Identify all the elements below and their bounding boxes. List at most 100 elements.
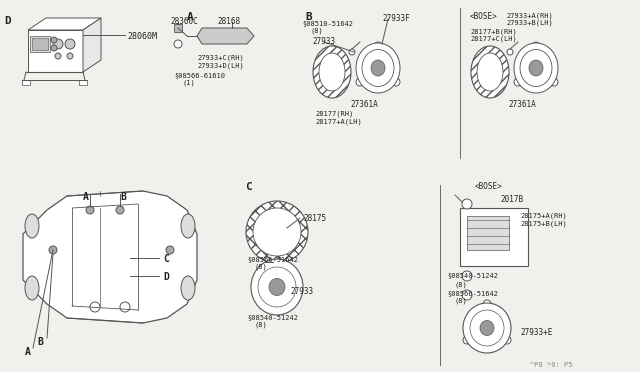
Text: D: D: [163, 272, 169, 282]
Text: B: B: [305, 12, 312, 22]
Text: D: D: [4, 16, 11, 26]
Text: C: C: [245, 182, 252, 192]
Text: (8): (8): [255, 263, 268, 269]
Text: (8): (8): [255, 321, 268, 327]
Ellipse shape: [25, 276, 39, 300]
Text: A: A: [187, 12, 194, 22]
Circle shape: [116, 206, 124, 214]
Circle shape: [550, 78, 558, 86]
Circle shape: [67, 53, 73, 59]
Circle shape: [356, 78, 364, 86]
Text: (8): (8): [455, 297, 468, 304]
Ellipse shape: [258, 267, 296, 307]
Text: 2017B: 2017B: [500, 195, 523, 204]
Text: §08540-51242: §08540-51242: [247, 314, 298, 320]
Ellipse shape: [529, 60, 543, 76]
Bar: [22, 80, 30, 85]
Text: 27933: 27933: [290, 287, 313, 296]
Text: B: B: [37, 337, 43, 347]
Text: ^P8 *0: P5: ^P8 *0: P5: [530, 362, 573, 368]
Text: 27933+D(LH): 27933+D(LH): [197, 62, 244, 68]
Text: 28177+A(LH): 28177+A(LH): [315, 118, 362, 125]
Circle shape: [53, 39, 63, 49]
Circle shape: [462, 290, 472, 300]
Ellipse shape: [520, 49, 552, 87]
Text: (8): (8): [455, 281, 468, 288]
Ellipse shape: [356, 43, 400, 93]
Circle shape: [462, 199, 472, 209]
Circle shape: [174, 40, 182, 48]
Bar: [79, 80, 87, 85]
Circle shape: [166, 246, 174, 254]
Ellipse shape: [181, 276, 195, 300]
Ellipse shape: [251, 259, 303, 315]
Polygon shape: [83, 18, 101, 72]
Ellipse shape: [269, 279, 285, 295]
Text: §08566-51642: §08566-51642: [447, 290, 498, 296]
Ellipse shape: [477, 53, 503, 91]
Text: 27933+A(RH): 27933+A(RH): [506, 12, 553, 19]
Text: <BOSE>: <BOSE>: [475, 182, 503, 191]
Bar: [467, 216, 509, 250]
Text: 27361A: 27361A: [508, 100, 536, 109]
Text: 28168: 28168: [217, 17, 240, 26]
Text: §08510-51642: §08510-51642: [302, 20, 353, 26]
Circle shape: [55, 53, 61, 59]
Ellipse shape: [25, 214, 39, 238]
Circle shape: [374, 42, 382, 50]
Bar: [32, 38, 48, 50]
Circle shape: [49, 246, 57, 254]
Text: 28177(RH): 28177(RH): [315, 110, 353, 116]
Polygon shape: [197, 28, 254, 44]
Text: C: C: [163, 254, 169, 264]
Circle shape: [90, 302, 100, 312]
Bar: [460, 208, 528, 266]
Text: 28175+B(LH): 28175+B(LH): [520, 220, 567, 227]
Text: 27933+C(RH): 27933+C(RH): [197, 54, 244, 61]
Ellipse shape: [463, 303, 511, 353]
Text: <BOSE>: <BOSE>: [470, 12, 498, 21]
Text: 28177+C(LH): 28177+C(LH): [470, 35, 516, 42]
Text: 27933+B(LH): 27933+B(LH): [506, 19, 553, 26]
Text: 28175: 28175: [303, 214, 326, 223]
Ellipse shape: [319, 53, 345, 91]
Text: 27933F: 27933F: [382, 14, 410, 23]
Ellipse shape: [362, 49, 394, 87]
Circle shape: [273, 258, 281, 266]
Bar: [28, 30, 83, 72]
Text: 27933: 27933: [312, 37, 335, 46]
Circle shape: [86, 206, 94, 214]
Bar: [30, 36, 50, 52]
Text: §08566-51642: §08566-51642: [247, 256, 298, 262]
Text: 27361A: 27361A: [350, 100, 378, 109]
Circle shape: [514, 78, 522, 86]
Ellipse shape: [246, 201, 308, 263]
Text: §08566-61610: §08566-61610: [174, 72, 225, 78]
Circle shape: [51, 45, 57, 51]
Circle shape: [462, 271, 472, 281]
Text: 27933+E: 27933+E: [520, 328, 552, 337]
Ellipse shape: [514, 43, 558, 93]
Text: 28177+B(RH): 28177+B(RH): [470, 28, 516, 35]
Circle shape: [51, 37, 57, 43]
Ellipse shape: [181, 214, 195, 238]
Ellipse shape: [313, 46, 351, 98]
Ellipse shape: [471, 46, 509, 98]
Circle shape: [503, 336, 511, 344]
Circle shape: [483, 300, 491, 308]
Circle shape: [120, 302, 130, 312]
Ellipse shape: [480, 321, 494, 336]
Text: §08540-51242: §08540-51242: [447, 272, 498, 278]
Text: A: A: [83, 192, 89, 202]
Circle shape: [507, 49, 513, 55]
Circle shape: [349, 49, 355, 55]
Ellipse shape: [253, 208, 301, 256]
Text: (8): (8): [310, 27, 323, 33]
Circle shape: [392, 78, 400, 86]
Circle shape: [532, 42, 540, 50]
Text: 28060M: 28060M: [127, 32, 157, 41]
Circle shape: [463, 336, 471, 344]
Bar: [174, 24, 182, 32]
Polygon shape: [23, 191, 197, 323]
Circle shape: [65, 39, 75, 49]
